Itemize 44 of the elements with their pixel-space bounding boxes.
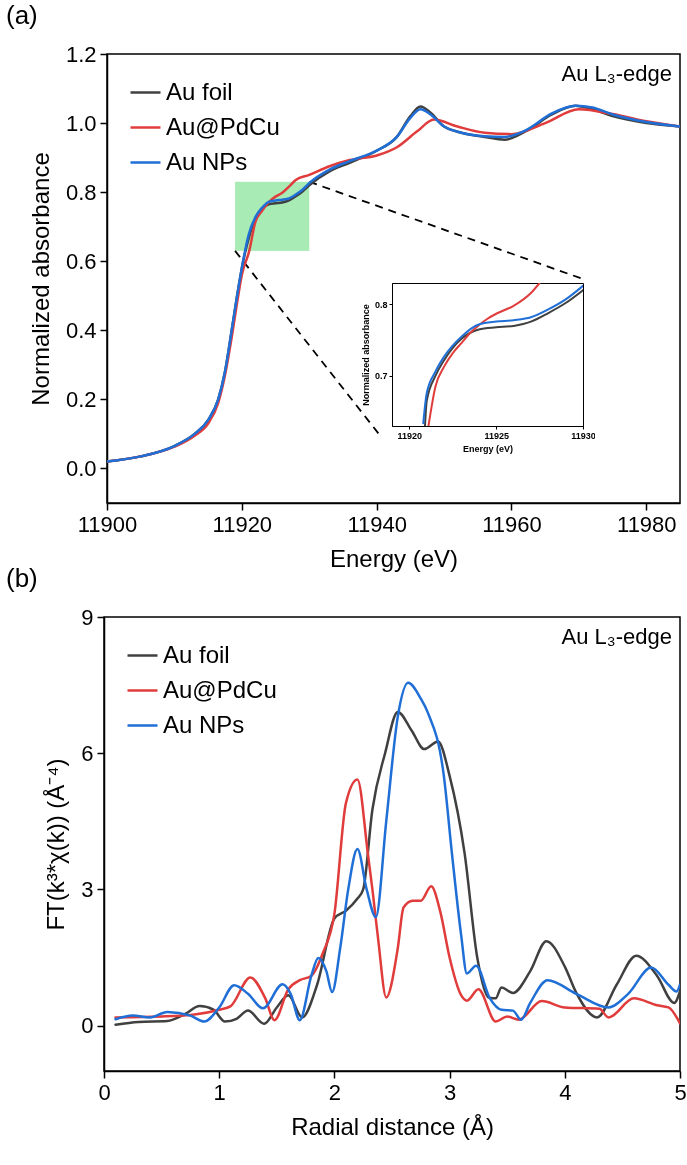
y-tick-label: 3	[81, 876, 94, 902]
y-tick-label: 1.0	[65, 110, 97, 136]
chart-title: (a)	[6, 0, 38, 30]
y-tick-label: 0.8	[374, 299, 388, 310]
annotation: Au L₃-edge	[561, 61, 672, 86]
y-tick-label: 0.7	[374, 371, 388, 382]
y-tick-label: 9	[81, 604, 94, 630]
legend-label: Au NPs	[163, 710, 245, 738]
y-tick-label: 0.8	[65, 179, 97, 205]
y-tick-label: 0	[81, 1013, 94, 1039]
y-axis-title: FT(k³*χ(k)) (Å⁻⁴)	[42, 758, 70, 931]
legend-label: Au@PdCu	[163, 675, 277, 703]
x-axis-title: Energy (eV)	[462, 443, 514, 454]
y-tick-label: 0.6	[65, 248, 97, 274]
x-tick-label: 3	[443, 1079, 457, 1105]
y-tick-label: 0.4	[65, 317, 97, 343]
line-series	[427, 283, 541, 426]
y-axis-title: Normalized absorbance	[360, 304, 371, 406]
x-tick-label: 5	[674, 1079, 687, 1105]
y-axis-title: Normalized absorbance	[26, 152, 54, 406]
legend-label: Au@PdCu	[166, 112, 280, 140]
x-tick-label: 11920	[397, 430, 423, 441]
chart-title: (b)	[6, 563, 38, 593]
x-tick-label: 11920	[212, 511, 273, 537]
x-axis-title: Radial distance (Å)	[291, 1112, 494, 1140]
legend-label: Au NPs	[166, 147, 248, 175]
x-tick-label: 4	[559, 1079, 572, 1105]
x-axis-title: Energy (eV)	[329, 544, 459, 572]
legend-label: Au foil	[163, 640, 230, 668]
y-tick-label: 0.0	[65, 455, 97, 481]
x-tick-label: 1	[213, 1079, 226, 1105]
x-tick-label: 11960	[482, 511, 542, 537]
y-tick-label: 6	[81, 740, 94, 766]
x-tick-label: 11980	[617, 511, 677, 537]
line-series	[114, 778, 680, 1025]
x-tick-label: 11930	[571, 430, 596, 441]
x-tick-label: 11925	[484, 430, 509, 441]
x-tick-label: 2	[328, 1079, 342, 1105]
annotation: Au L₃-edge	[561, 624, 672, 649]
x-tick-label: 11900	[77, 511, 138, 537]
y-tick-label: 0.2	[65, 386, 97, 412]
y-tick-label: 1.2	[65, 41, 97, 67]
x-tick-label: 11940	[347, 511, 407, 537]
legend-label: Au foil	[166, 77, 233, 105]
